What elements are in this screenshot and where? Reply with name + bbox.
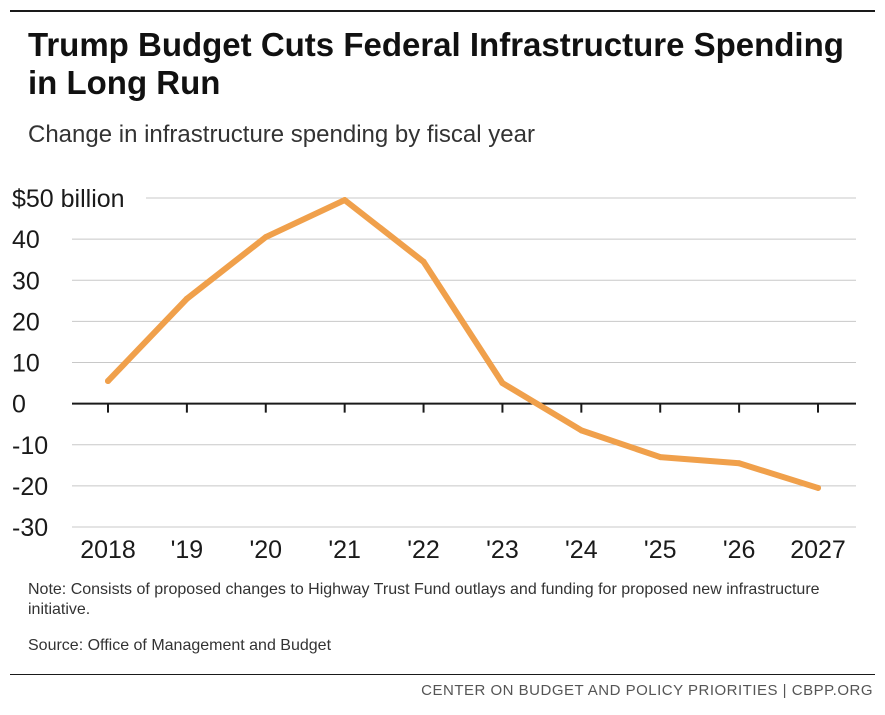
x-tick-label: 2018 [80, 536, 136, 564]
x-tick-label: '26 [723, 536, 756, 564]
x-tick-label: '19 [171, 536, 204, 564]
y-tick-label: -30 [12, 514, 48, 542]
data-point [420, 258, 427, 265]
chart-title: Trump Budget Cuts Federal Infrastructure… [28, 26, 844, 101]
y-axis-labels: $50 billion 40 30 20 10 0 -10 -20 -30 [12, 185, 125, 542]
y-tick-label: 0 [12, 391, 26, 419]
data-point [105, 378, 111, 385]
data-point [262, 234, 269, 241]
line-chart: $50 billion 40 30 20 10 0 -10 -20 -30 2018 '19 '20… [12, 185, 856, 564]
y-tick-label: 20 [12, 308, 40, 336]
series-line [105, 197, 821, 491]
y-tick-label: -10 [12, 432, 48, 460]
chart-note: Note: Consists of proposed changes to Hi… [28, 581, 820, 618]
x-tick-label: '21 [328, 536, 361, 564]
data-point [815, 484, 821, 491]
x-tick-label: '23 [486, 536, 519, 564]
data-point [341, 197, 348, 204]
x-tick-label: '25 [644, 536, 677, 564]
data-point [578, 427, 585, 434]
data-point [499, 380, 506, 387]
bottom-rule [10, 674, 875, 675]
y-tick-label: 10 [12, 350, 40, 378]
footer-credit: CENTER ON BUDGET AND POLICY PRIORITIES |… [421, 682, 873, 699]
x-axis-labels: 2018 '19 '20 '21 '22 '23 '24 '25 '26 2027 [80, 536, 846, 564]
top-rule [10, 10, 875, 12]
x-axis-ticks [107, 403, 819, 413]
data-point [183, 295, 190, 302]
x-tick-label: '24 [565, 536, 598, 564]
data-point [657, 454, 664, 461]
y-tick-label: 40 [12, 226, 40, 254]
y-tick-label: 30 [12, 267, 40, 295]
gridlines [72, 197, 856, 528]
x-tick-label: 2027 [790, 536, 846, 564]
chart-subtitle: Change in infrastructure spending by fis… [28, 121, 535, 148]
y-tick-label: $50 billion [12, 185, 125, 213]
x-tick-label: '20 [249, 536, 282, 564]
data-point [736, 460, 743, 467]
x-tick-label: '22 [407, 536, 440, 564]
chart-source: Source: Office of Management and Budget [28, 637, 332, 654]
series-layer [105, 197, 821, 491]
y-tick-label: -20 [12, 473, 48, 501]
